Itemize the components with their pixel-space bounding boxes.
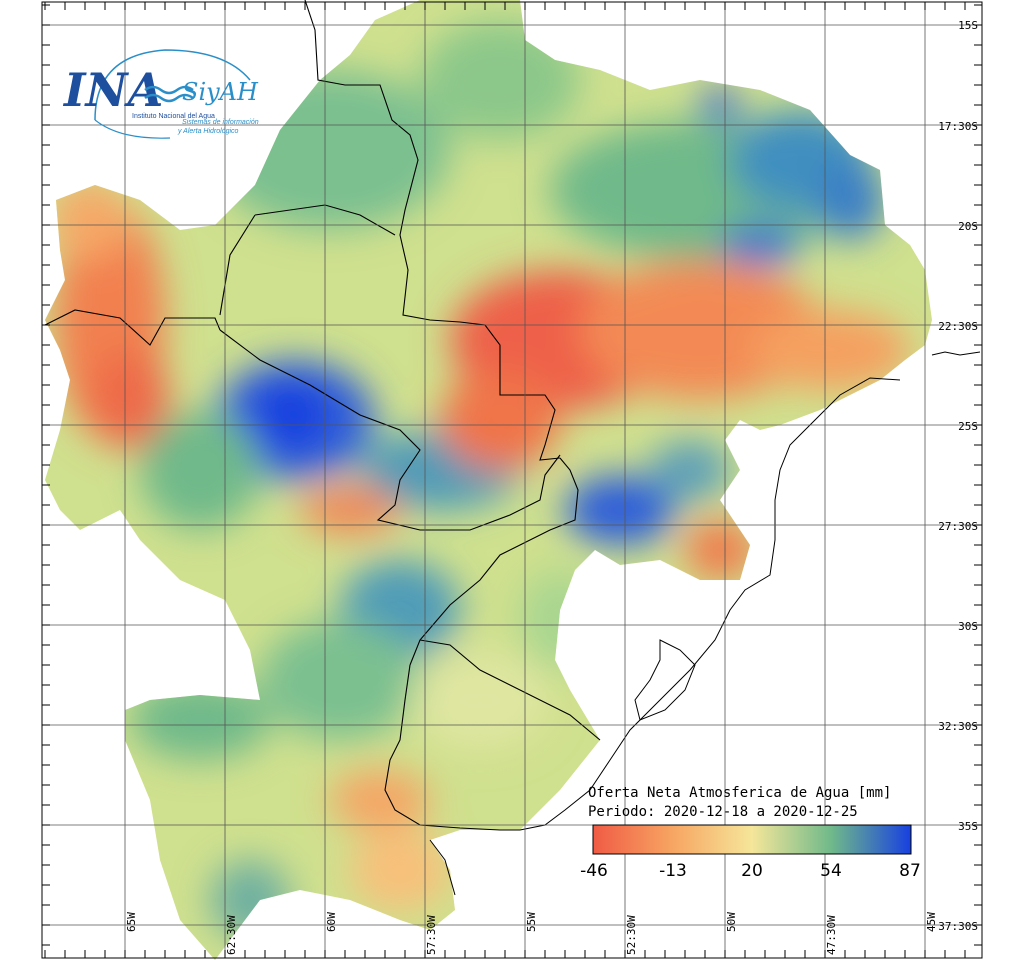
- lon-label: 52:30W: [625, 915, 638, 955]
- blob-teal-south: [650, 440, 730, 500]
- lat-label: 20S: [958, 220, 978, 233]
- legend: Oferta Neta Atmosferica de Agua [mm] Per…: [580, 785, 921, 881]
- blob-green-west: [140, 410, 260, 530]
- blob-blue-ne4: [700, 90, 740, 120]
- blob-orange-center: [300, 485, 400, 535]
- blob-blue-south: [565, 475, 675, 545]
- graticule: [42, 2, 982, 958]
- legend-colorbar: [592, 824, 912, 855]
- lat-label: 27:30S: [938, 520, 978, 533]
- edge-ticks: [42, 2, 982, 958]
- lat-label: 15S: [958, 19, 978, 32]
- blob-green-south: [260, 620, 420, 740]
- lat-label: 22:30S: [938, 320, 978, 333]
- logo-system-line2: y Alerta Hidrológico: [177, 128, 239, 135]
- border-paraguay-argentina: [219, 329, 561, 531]
- blob-orange-coast: [750, 310, 910, 390]
- border-argentina-bolivia: [44, 309, 221, 346]
- lon-label: 57:30W: [425, 915, 438, 955]
- logo-system-line1: Sistemas de información: [182, 119, 259, 126]
- lon-label: 50W: [725, 912, 738, 932]
- latitude-labels: 15S 17:30S 20S 22:30S 25S 27:30S 30S 32:…: [938, 19, 978, 933]
- border-bolivia-brazil: [304, 0, 461, 323]
- logo-arc: [94, 49, 251, 121]
- lon-label: 55W: [525, 912, 538, 932]
- legend-period: Periodo: 2020-12-18 a 2020-12-25: [588, 804, 858, 820]
- longitude-labels: 65W 62:30W 60W 57:30W 55W 52:30W 50W 47:…: [125, 912, 938, 955]
- legend-tick: -13: [659, 861, 687, 881]
- lat-label: 30S: [958, 620, 978, 633]
- blob-blue-ne2: [815, 160, 885, 240]
- map-frame: [41, 1, 983, 959]
- lon-label: 65W: [125, 912, 138, 932]
- lon-label: 62:30W: [225, 915, 238, 955]
- lat-label: 37:30S: [938, 920, 978, 933]
- blob-orange-baires: [330, 770, 430, 830]
- logo-arc-lower: [94, 119, 171, 139]
- lat-label: 32:30S: [938, 720, 978, 733]
- legend-tick: 87: [899, 861, 921, 881]
- wave-icon: [144, 85, 194, 95]
- blob-orange-nw: [50, 180, 130, 260]
- legend-tick: 20: [741, 861, 763, 881]
- blob-yellow-uy: [410, 650, 550, 750]
- lat-label: 25S: [958, 420, 978, 433]
- blob-blue-ne3: [720, 225, 800, 265]
- lat-label: 35S: [958, 820, 978, 833]
- lon-label: 60W: [325, 912, 338, 932]
- legend-tick: -46: [580, 861, 608, 881]
- legend-title: Oferta Neta Atmosferica de Agua [mm]: [588, 785, 891, 801]
- logo-institute: Instituto Nacional del Agua: [132, 113, 215, 120]
- ina-siyah-logo: INA SiyAH Instituto Nacional del Agua Si…: [62, 49, 259, 139]
- lagoon-outline: [634, 639, 696, 721]
- country-borders: [44, 0, 601, 831]
- field-blobs: [50, 20, 910, 940]
- lon-label: 47:30W: [825, 915, 838, 955]
- border-argentina-brazil: [409, 457, 579, 666]
- border-uruguay-brazil: [419, 639, 601, 741]
- logo-siyah-text: SiyAH: [182, 78, 259, 106]
- blob-green-north2: [420, 20, 580, 140]
- border-paraguay-brazil: [459, 321, 561, 461]
- blob-green-sw: [130, 680, 270, 760]
- legend-tick: 54: [820, 861, 842, 881]
- wave-icon: [144, 93, 194, 103]
- lon-label: 45W: [925, 912, 938, 932]
- coastline: [429, 351, 981, 896]
- blob-orange-sc: [685, 520, 755, 580]
- lat-label: 17:30S: [938, 120, 978, 133]
- logo-ina-text: INA: [62, 63, 163, 117]
- border-uruguay-argentina: [384, 664, 520, 831]
- blob-blue-core: [250, 380, 330, 450]
